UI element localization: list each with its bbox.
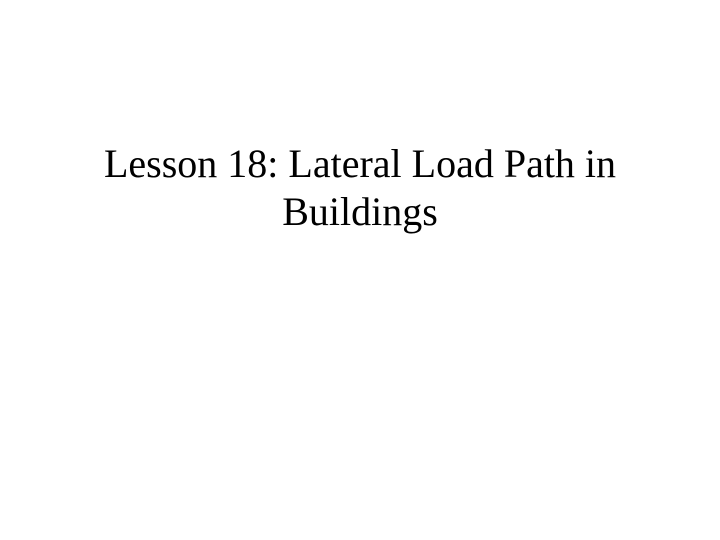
slide-title: Lesson 18: Lateral Load Path in Building… <box>0 140 720 236</box>
slide-container: Lesson 18: Lateral Load Path in Building… <box>0 0 720 540</box>
